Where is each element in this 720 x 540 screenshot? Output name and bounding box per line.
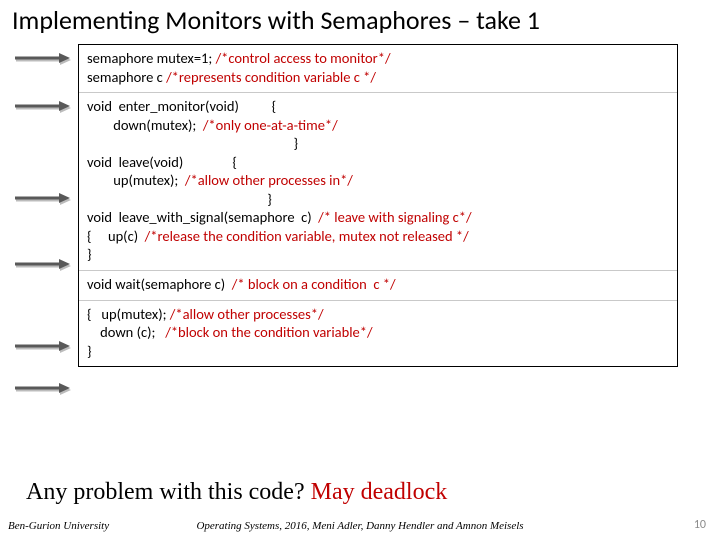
code-comment: /* block on a condition c */: [232, 275, 396, 293]
code-text: void enter_monitor(void) {: [87, 97, 276, 115]
answer-text: May deadlock: [311, 479, 448, 505]
code-line: }: [87, 190, 669, 209]
code-text: }: [87, 190, 272, 208]
code-comment: /* leave with signaling c*/: [318, 208, 471, 226]
code-line: void leave_with_signal(semaphore c) /* l…: [87, 208, 669, 227]
code-box: semaphore mutex=1; /*control access to m…: [78, 44, 678, 367]
code-line: semaphore mutex=1; /*control access to m…: [87, 49, 669, 68]
code-line: semaphore c /*represents condition varia…: [87, 68, 669, 87]
code-line: void enter_monitor(void) {: [87, 97, 669, 116]
pointer-arrow-icon: [14, 190, 72, 204]
code-text: { up(c): [87, 227, 145, 245]
pointer-arrow-icon: [14, 50, 72, 64]
code-line: }: [87, 342, 669, 361]
pointer-arrow-icon: [14, 98, 72, 112]
code-block-declarations: semaphore mutex=1; /*control access to m…: [79, 45, 677, 93]
question-text: Any problem with this code? May deadlock: [26, 479, 447, 506]
code-line: { up(c) /*release the condition variable…: [87, 227, 669, 246]
code-line: down (c); /*block on the condition varia…: [87, 323, 669, 342]
code-text: semaphore c: [87, 68, 166, 86]
code-text: void wait(semaphore c): [87, 275, 232, 293]
code-block-wait-sig: void wait(semaphore c) /* block on a con…: [79, 271, 677, 301]
code-line: down(mutex); /*only one-at-a-time*/: [87, 116, 669, 135]
code-comment: /*allow other processes in*/: [185, 171, 353, 189]
code-text: down (c);: [87, 323, 165, 341]
code-comment: /*only one-at-a-time*/: [203, 116, 338, 134]
code-block-functions: void enter_monitor(void) { down(mutex); …: [79, 93, 677, 271]
code-text: up(mutex);: [87, 171, 185, 189]
pointer-arrow-icon: [14, 380, 72, 394]
code-text: }: [87, 245, 92, 263]
code-line: void wait(semaphore c) /* block on a con…: [87, 275, 669, 294]
code-line: }: [87, 134, 669, 153]
code-block-wait-body: { up(mutex); /*allow other processes*/ d…: [79, 301, 677, 367]
code-comment: /*represents condition variable c */: [166, 68, 376, 86]
code-text: down(mutex);: [87, 116, 203, 134]
code-comment: /*control access to monitor*/: [216, 49, 391, 67]
code-text: { up(mutex);: [87, 305, 170, 323]
code-text: void leave_with_signal(semaphore c): [87, 208, 318, 226]
pointer-arrow-icon: [14, 256, 72, 270]
pointer-arrow-icon: [14, 338, 72, 352]
code-text: }: [87, 342, 92, 360]
code-text: }: [87, 134, 298, 152]
page-number: 10: [694, 518, 706, 532]
question-prefix: Any problem with this code?: [26, 479, 311, 505]
code-line: }: [87, 245, 669, 264]
code-line: { up(mutex); /*allow other processes*/: [87, 305, 669, 324]
code-text: semaphore mutex=1;: [87, 49, 216, 67]
code-comment: /*release the condition variable, mutex …: [145, 227, 469, 245]
footer-center: Operating Systems, 2016, Meni Adler, Dan…: [0, 520, 720, 532]
code-comment: /*allow other processes*/: [170, 305, 324, 323]
code-line: void leave(void) {: [87, 153, 669, 172]
code-comment: /*block on the condition variable*/: [165, 323, 372, 341]
slide-title: Implementing Monitors with Semaphores – …: [12, 4, 708, 36]
code-line: up(mutex); /*allow other processes in*/: [87, 171, 669, 190]
code-text: void leave(void) {: [87, 153, 237, 171]
